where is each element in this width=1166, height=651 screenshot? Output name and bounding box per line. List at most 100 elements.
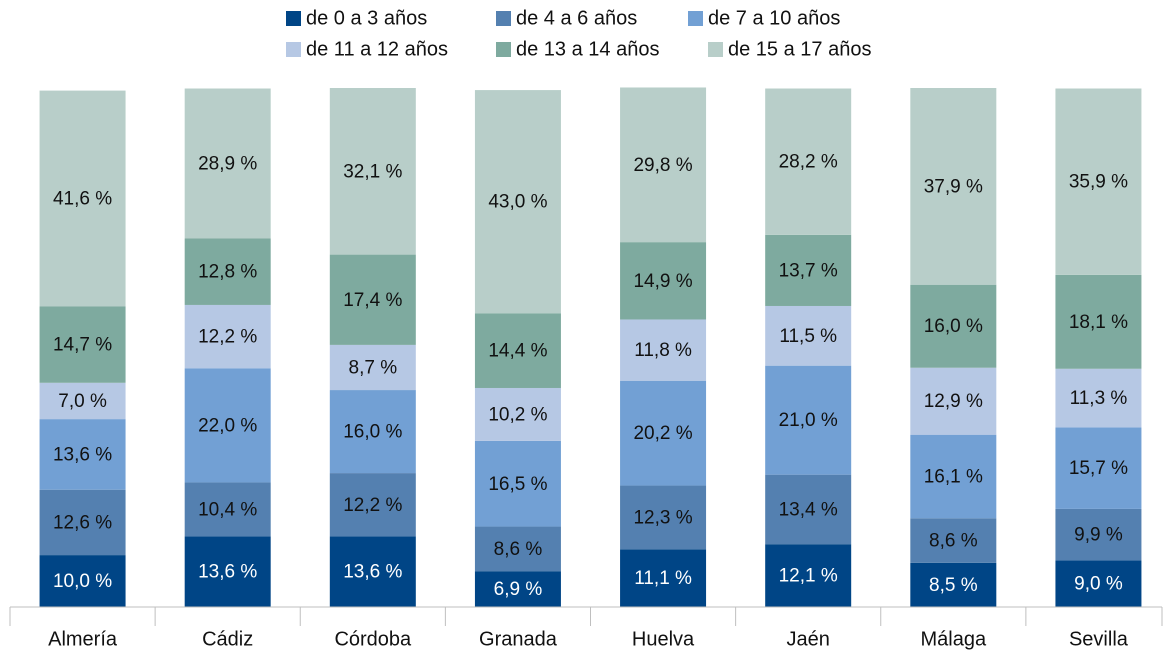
bar-segment: [474, 387, 561, 441]
legend-label: de 0 a 3 años: [306, 7, 427, 29]
legend-label: de 11 a 12 años: [306, 38, 448, 60]
bar-segment: [910, 518, 997, 563]
bar-segment: [39, 382, 126, 420]
x-tick-label: Almería: [48, 628, 118, 650]
data-label: 12,2 %: [198, 327, 257, 348]
data-label: 9,9 %: [1074, 525, 1123, 546]
bar-segment: [474, 440, 561, 527]
bar-segment: [620, 485, 707, 550]
bar-segment: [39, 489, 126, 556]
data-label: 13,4 %: [779, 499, 838, 520]
bar-segment: [329, 473, 416, 537]
bar-segment: [620, 242, 707, 320]
bar-segment: [329, 254, 416, 345]
data-label: 10,4 %: [198, 499, 257, 520]
bar-segment: [910, 88, 997, 285]
x-tick-label: Huelva: [632, 628, 695, 650]
data-label: 35,9 %: [1069, 172, 1128, 193]
data-label: 17,4 %: [343, 290, 402, 311]
bar-segment: [329, 536, 416, 607]
bar-segment: [329, 344, 416, 391]
data-label: 11,8 %: [634, 340, 692, 361]
data-label: 13,6 %: [198, 562, 257, 583]
data-label: 8,6 %: [929, 531, 978, 552]
bar-segment: [1055, 427, 1142, 509]
data-label: 37,9 %: [924, 176, 983, 197]
data-label: 16,5 %: [488, 474, 547, 495]
data-label: 10,2 %: [488, 404, 547, 425]
bar-segment: [1055, 560, 1142, 607]
data-label: 9,0 %: [1074, 574, 1123, 595]
data-label: 12,6 %: [53, 512, 112, 533]
data-label: 11,3 %: [1070, 388, 1128, 409]
bar-segment: [1055, 368, 1142, 428]
bar-segment: [474, 313, 561, 388]
data-label: 13,6 %: [53, 444, 112, 465]
bar-segment: [184, 304, 271, 369]
data-label: 14,4 %: [488, 341, 547, 362]
data-label: 10,0 %: [53, 571, 112, 592]
bar-segment: [620, 549, 707, 607]
bar-segment: [39, 419, 126, 490]
data-label: 16,0 %: [924, 316, 983, 337]
bar-segment: [765, 474, 852, 545]
data-label: 12,1 %: [779, 566, 838, 587]
data-label: 18,1 %: [1069, 312, 1128, 333]
data-label: 28,2 %: [779, 152, 838, 173]
bar-segment: [620, 380, 707, 486]
bar-segment: [1055, 88, 1142, 275]
bar-segment: [765, 88, 852, 235]
bar-segment: [329, 88, 416, 255]
data-label: 16,0 %: [343, 422, 402, 443]
bar-segment: [474, 90, 561, 314]
data-label: 28,9 %: [198, 154, 257, 175]
data-label: 12,8 %: [198, 262, 257, 283]
bar-segment: [910, 434, 997, 519]
data-label: 43,0 %: [488, 192, 547, 213]
bar-segment: [910, 562, 997, 607]
legend-swatch: [496, 42, 511, 57]
bar-segment: [184, 238, 271, 305]
data-label: 13,7 %: [779, 260, 838, 281]
data-label: 15,7 %: [1069, 458, 1128, 479]
bar-segment: [184, 536, 271, 607]
data-label: 41,6 %: [53, 189, 112, 210]
data-label: 8,6 %: [494, 539, 543, 560]
bar-segment: [184, 482, 271, 537]
bar-segment: [765, 365, 852, 475]
data-label: 22,0 %: [198, 415, 257, 436]
legend-label: de 7 a 10 años: [708, 7, 840, 29]
legend-swatch: [496, 11, 511, 26]
x-tick-label: Málaga: [921, 628, 987, 650]
bar-segment: [39, 90, 126, 307]
x-tick-label: Jaén: [787, 628, 830, 650]
bar-segment: [910, 367, 997, 435]
data-label: 32,1 %: [343, 161, 402, 182]
data-label: 14,9 %: [633, 271, 692, 292]
bar-segment: [474, 526, 561, 572]
data-label: 12,3 %: [633, 507, 692, 528]
bar-segment: [1055, 508, 1142, 561]
bar-segment: [765, 544, 852, 607]
bar-segment: [184, 88, 271, 239]
data-label: 12,2 %: [343, 495, 402, 516]
data-label: 8,5 %: [929, 575, 978, 596]
data-label: 20,2 %: [633, 423, 692, 444]
bar-segment: [184, 368, 271, 483]
data-label: 6,9 %: [494, 579, 543, 600]
data-label: 13,6 %: [343, 562, 402, 583]
data-label: 14,7 %: [53, 335, 112, 356]
bar-segment: [39, 306, 126, 383]
legend-label: de 4 a 6 años: [516, 7, 637, 29]
bar-segment: [620, 319, 707, 381]
bar-segment: [39, 555, 126, 607]
legend-label: de 13 a 14 años: [516, 38, 659, 60]
data-label: 11,1 %: [634, 568, 692, 589]
data-label: 11,5 %: [779, 326, 837, 347]
x-tick-label: Sevilla: [1069, 628, 1129, 650]
x-tick-label: Granada: [479, 628, 558, 650]
legend-label: de 15 a 17 años: [728, 38, 871, 60]
legend-swatch: [286, 42, 301, 57]
legend-swatch: [286, 11, 301, 26]
